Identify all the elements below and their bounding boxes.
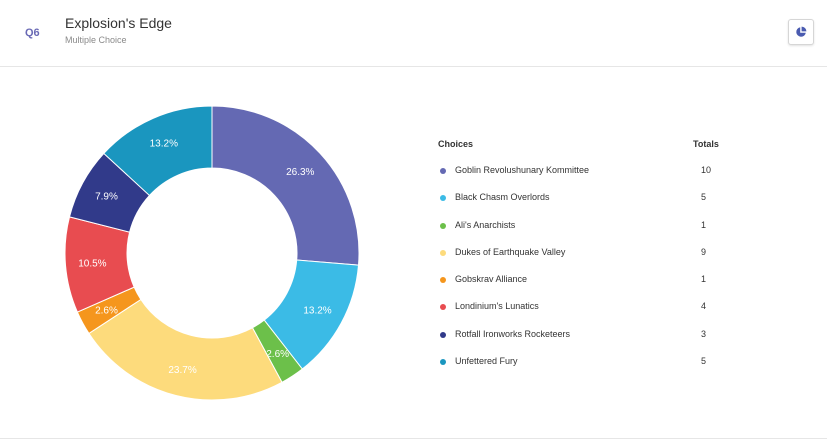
donut-slice[interactable]	[88, 298, 283, 401]
table-row: Dukes of Earthquake Valley 9	[438, 240, 738, 267]
table-row: Gobskrav Alliance 1	[438, 267, 738, 294]
choice-label: Rotfall Ironworks Rocketeers	[455, 328, 571, 339]
pie-chart-icon	[796, 26, 807, 37]
table-row: Unfettered Fury 5	[438, 349, 738, 376]
slice-percent-label: 10.5%	[78, 258, 106, 269]
donut-slice[interactable]	[103, 105, 213, 197]
table-row: Ali's Anarchists 1	[438, 213, 738, 240]
choice-total: 3	[701, 328, 707, 339]
slice-percent-label: 26.3%	[286, 167, 314, 178]
donut-slice[interactable]	[211, 105, 360, 266]
legend-dot-icon	[440, 359, 446, 366]
chart-type-button[interactable]	[788, 19, 814, 45]
legend-dot-icon	[440, 331, 446, 338]
question-number: Q6	[25, 27, 40, 39]
results-table: Choices Totals Goblin Revolushunary Komm…	[438, 136, 738, 376]
slice-percent-label: 13.2%	[303, 306, 331, 317]
legend-dot-icon	[440, 277, 446, 284]
question-type: Multiple Choice	[65, 35, 127, 45]
choice-label: Gobskrav Alliance	[455, 274, 528, 285]
question-title: Explosion's Edge	[65, 15, 172, 31]
table-row: Londinium's Lunatics 4	[438, 294, 738, 321]
choice-label: Unfettered Fury	[455, 356, 518, 367]
choice-total: 1	[701, 274, 707, 285]
legend-dot-icon	[440, 168, 446, 174]
donut-chart: 26.3% 13.2% 2.6% 23.7% 2.6% 10.5% 7.9% 13.2%	[64, 105, 360, 401]
legend-dot-icon	[440, 304, 446, 311]
slice-percent-label: 13.2%	[150, 139, 178, 150]
choice-total: 4	[701, 301, 707, 312]
choice-label: Dukes of Earthquake Valley	[455, 246, 566, 257]
header-totals: Totals	[693, 139, 719, 149]
choice-label: Black Chasm Overlords	[455, 192, 550, 203]
table-row: Black Chasm Overlords 5	[438, 185, 738, 212]
slice-percent-label: 23.7%	[168, 365, 196, 376]
choice-total: 9	[701, 246, 707, 257]
slice-percent-label: 2.6%	[95, 306, 118, 317]
question-header: Q6 Explosion's Edge Multiple Choice	[0, 0, 827, 67]
choice-label: Goblin Revolushunary Kommittee	[455, 165, 590, 175]
table-row: Goblin Revolushunary Kommittee 10	[438, 158, 738, 185]
choice-total: 5	[701, 192, 707, 203]
table-row: Rotfall Ironworks Rocketeers 3	[438, 322, 738, 349]
choice-total: 10	[701, 165, 712, 175]
divider	[0, 438, 827, 439]
choice-label: Londinium's Lunatics	[455, 301, 539, 312]
choice-label: Ali's Anarchists	[455, 219, 516, 230]
legend-dot-icon	[440, 249, 446, 256]
legend-dot-icon	[440, 222, 446, 229]
legend-dot-icon	[440, 195, 446, 202]
header-choices: Choices	[438, 139, 474, 149]
choice-total: 1	[701, 219, 707, 230]
table-header: Choices Totals	[438, 136, 738, 158]
choice-total: 5	[701, 356, 707, 367]
slice-percent-label: 7.9%	[95, 191, 118, 202]
slice-percent-label: 2.6%	[266, 349, 289, 360]
